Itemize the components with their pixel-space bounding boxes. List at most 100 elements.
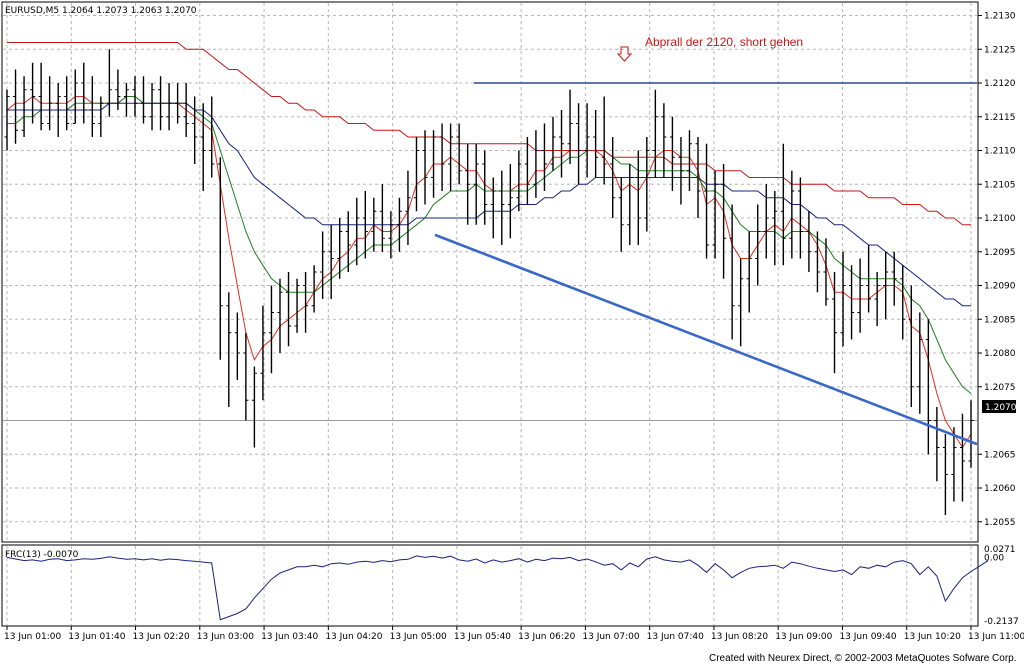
x-tick-label: 13 Jun 10:20 — [904, 632, 961, 642]
y-tick-label: 1.2060 — [984, 484, 1016, 494]
price-bar — [132, 76, 138, 117]
price-bar — [516, 150, 522, 212]
x-tick-label: 13 Jun 09:00 — [775, 632, 832, 642]
price-bar — [695, 137, 701, 218]
price-bar — [4, 89, 10, 151]
price-bar — [814, 231, 820, 293]
price-bar — [422, 130, 428, 205]
price-bar — [21, 76, 27, 137]
price-bar — [226, 292, 232, 407]
price-bar — [550, 116, 556, 171]
price-bar — [431, 130, 437, 198]
price-bar — [217, 157, 223, 360]
x-tick-label: 13 Jun 07:40 — [647, 632, 704, 642]
price-bar — [388, 211, 394, 259]
price-bar — [465, 143, 471, 225]
price-bar — [13, 69, 19, 144]
price-bar — [286, 272, 292, 347]
x-tick-label: 13 Jun 07:00 — [582, 632, 639, 642]
price-bar — [729, 204, 735, 340]
price-bar — [456, 123, 462, 185]
x-tick-label: 13 Jun 01:40 — [68, 632, 125, 642]
x-tick-label: 13 Jun 06:20 — [518, 632, 575, 642]
price-bar — [354, 197, 360, 266]
footer-credit: Created with Neurex Direct, © 2002-2003 … — [709, 653, 1017, 664]
price-bar — [755, 204, 761, 286]
price-bars — [4, 49, 974, 515]
y-tick-label: 1.2115 — [984, 113, 1016, 123]
price-bar — [789, 170, 795, 259]
price-axis: 1.2130 1.2125 1.2120 1.2115 1.2110 1.2105 1.21… — [978, 12, 1016, 528]
price-bar — [38, 62, 44, 131]
price-bar — [627, 164, 633, 245]
y-tick-label: 1.2080 — [984, 349, 1016, 359]
price-bar — [158, 76, 164, 131]
price-bar — [797, 177, 803, 259]
price-bar — [209, 96, 215, 178]
price-bar — [234, 312, 240, 380]
price-bar — [183, 83, 189, 137]
price-bar — [175, 83, 181, 124]
x-tick-label: 13 Jun 08:20 — [711, 632, 768, 642]
y-tick-label: 1.2055 — [984, 518, 1016, 528]
price-bar — [81, 62, 87, 124]
ma-line-slow — [7, 102, 971, 307]
y-tick-label: 1.2100 — [984, 214, 1016, 224]
price-bar — [106, 49, 112, 117]
price-bar — [883, 251, 889, 320]
price-bar — [823, 238, 829, 306]
price-bar — [669, 116, 675, 191]
y-tick-label: 1.2075 — [984, 383, 1016, 393]
price-bar — [149, 83, 155, 131]
current-price-label: 1.2070 — [985, 403, 1017, 413]
price-bar — [140, 76, 146, 124]
price-bar — [507, 164, 513, 239]
price-bar — [959, 413, 965, 502]
price-bar — [277, 278, 283, 353]
y-tick-label: 1.2120 — [984, 79, 1016, 89]
price-bar — [405, 170, 411, 245]
moving-averages — [6, 42, 972, 449]
frc-line — [6, 555, 989, 621]
x-tick-label: 13 Jun 03:40 — [261, 632, 318, 642]
y-tick-label: 1.2065 — [984, 450, 1016, 460]
x-tick-label: 13 Jun 04:20 — [325, 632, 382, 642]
price-bar — [98, 96, 104, 137]
y-tick-label: 1.2095 — [984, 248, 1016, 258]
price-bar — [576, 103, 582, 185]
price-bar — [661, 103, 667, 178]
price-bar — [738, 258, 744, 347]
price-bar — [303, 272, 309, 333]
price-bar — [763, 184, 769, 259]
price-bar — [951, 427, 957, 502]
price-bar — [746, 231, 752, 313]
price-bar — [379, 184, 385, 252]
x-tick-label: 13 Jun 03:00 — [197, 632, 254, 642]
price-bar — [490, 177, 496, 239]
price-bar — [371, 197, 377, 252]
price-bar — [584, 103, 590, 178]
price-bar — [64, 76, 70, 131]
price-bar — [115, 69, 121, 110]
ma-line-long — [7, 42, 971, 226]
price-bar — [89, 76, 95, 137]
y-tick-label: 1.2130 — [984, 12, 1016, 22]
price-bar — [891, 251, 897, 306]
price-bar — [644, 137, 650, 232]
price-bar — [900, 265, 906, 340]
x-tick-label: 13 Jun 05:00 — [390, 632, 447, 642]
price-bar — [320, 231, 326, 299]
price-bar — [567, 89, 573, 164]
price-bar — [678, 137, 684, 205]
price-bar — [524, 137, 530, 205]
annotation-text: Abprall der 2120, short gehen — [645, 35, 803, 49]
price-bar — [559, 110, 565, 178]
price-bar — [780, 143, 786, 266]
price-bar — [243, 332, 249, 421]
price-bar — [337, 218, 343, 279]
price-bar — [328, 224, 334, 299]
price-bar — [610, 137, 616, 218]
